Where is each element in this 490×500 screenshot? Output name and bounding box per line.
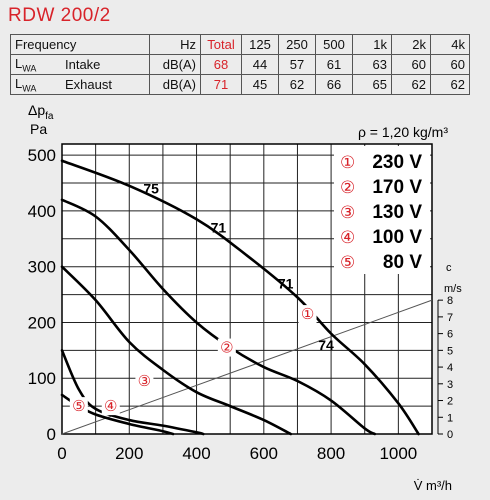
- row-total: 68: [200, 54, 242, 75]
- legend-marker: ②: [340, 178, 355, 197]
- plot-frame: [61, 143, 433, 435]
- product-title: RDW 200/2: [8, 5, 111, 26]
- table-header-row: Frequency Hz Total 125 250 500 1k 2k 4k: [10, 34, 470, 55]
- legend-label: 230 V: [372, 152, 422, 173]
- x-axis-label: V̇ m³/h: [414, 478, 452, 493]
- legend-marker: ④: [340, 228, 355, 247]
- row-label: LWA: [10, 54, 61, 75]
- table-header-hz: Hz: [149, 34, 201, 55]
- right-tick-label: 5: [447, 345, 453, 357]
- row-name: Exhaust: [61, 74, 150, 95]
- y-tick-label: 100: [28, 369, 56, 388]
- right-tick-label: 4: [447, 362, 453, 374]
- sound-level-label: 75: [143, 181, 159, 197]
- table-header-2k: 2k: [391, 34, 431, 55]
- marker-backdrop: [298, 305, 317, 324]
- y-axis-unit: Pa: [30, 121, 47, 137]
- density-label: ρ = 1,20 kg/m³: [358, 124, 448, 140]
- marker-backdrop: [217, 338, 236, 357]
- right-tick-label: 0: [447, 429, 453, 441]
- legend-label: 170 V: [372, 177, 422, 198]
- series-line: [60, 265, 293, 436]
- right-tick-label: 3: [447, 379, 453, 391]
- legend: ① 230 V ② 170 V ③ 130 V ④ 100 V ⑤ 80 V: [334, 146, 430, 274]
- y-tick-label: 500: [28, 146, 56, 165]
- x-tick-label: 600: [250, 444, 278, 463]
- right-tick-label: 6: [447, 329, 453, 341]
- curve-marker: ③: [138, 373, 151, 390]
- row-value: 65: [352, 74, 392, 95]
- row-total: 71: [200, 74, 242, 95]
- right-axis-label: c: [446, 262, 452, 274]
- table-row: LWA Intake dB(A) 68 44 57 61 63 60 60: [10, 54, 470, 75]
- marker-backdrop: [69, 397, 88, 416]
- sound-table: Frequency Hz Total 125 250 500 1k 2k 4k …: [10, 34, 470, 95]
- curve-marker: ②: [220, 340, 233, 357]
- row-value: 62: [391, 74, 431, 95]
- y-axis-symbol: Δpfa: [28, 102, 54, 122]
- legend-label: 80 V: [383, 252, 422, 273]
- sound-level-label: 71: [278, 275, 294, 291]
- y-tick-label: 300: [28, 258, 56, 277]
- row-value: 60: [391, 54, 431, 75]
- x-tick-label: 0: [57, 444, 66, 463]
- series-line: [60, 159, 420, 436]
- table-header-500: 500: [315, 34, 353, 55]
- table-row: LWA Exhaust dB(A) 71 45 62 66 65 62 62: [10, 74, 470, 95]
- x-tick-label: 200: [115, 444, 143, 463]
- legend-marker: ③: [340, 203, 355, 222]
- row-value: 62: [430, 74, 470, 95]
- y-tick-label: 200: [28, 313, 56, 332]
- curve-marker: ⑤: [72, 398, 85, 415]
- y-tick-label: 0: [47, 425, 56, 444]
- right-tick-label: 2: [447, 396, 453, 408]
- marker-backdrop: [101, 397, 120, 416]
- x-tick-label: 1000: [379, 444, 417, 463]
- legend-label: 100 V: [372, 227, 422, 248]
- row-value: 63: [352, 54, 392, 75]
- legend-box: [334, 146, 430, 274]
- right-tick-label: 7: [447, 312, 453, 324]
- right-tick-label: 8: [447, 295, 453, 307]
- y-tick-label: 400: [28, 202, 56, 221]
- system-line: [61, 299, 433, 435]
- marker-backdrop: [135, 372, 154, 391]
- curve-marker: ④: [104, 398, 117, 415]
- sound-level-label: 74: [318, 337, 334, 353]
- table-header-4k: 4k: [430, 34, 470, 55]
- curve-marker: ①: [301, 306, 314, 323]
- series-line: [60, 349, 205, 436]
- right-tick-label: 1: [447, 412, 453, 424]
- legend-marker: ⑤: [340, 253, 355, 272]
- row-unit: dB(A): [149, 74, 201, 95]
- table-header-total: Total: [200, 34, 242, 55]
- x-tick-label: 800: [317, 444, 345, 463]
- row-value: 61: [315, 54, 353, 75]
- row-value: 66: [315, 74, 353, 95]
- legend-marker: ①: [340, 153, 355, 172]
- row-label: LWA: [10, 74, 61, 95]
- right-axis-unit: m/s: [444, 283, 462, 295]
- legend-label: 130 V: [372, 202, 422, 223]
- x-tick-label: 400: [182, 444, 210, 463]
- sound-level-label: 71: [211, 220, 227, 236]
